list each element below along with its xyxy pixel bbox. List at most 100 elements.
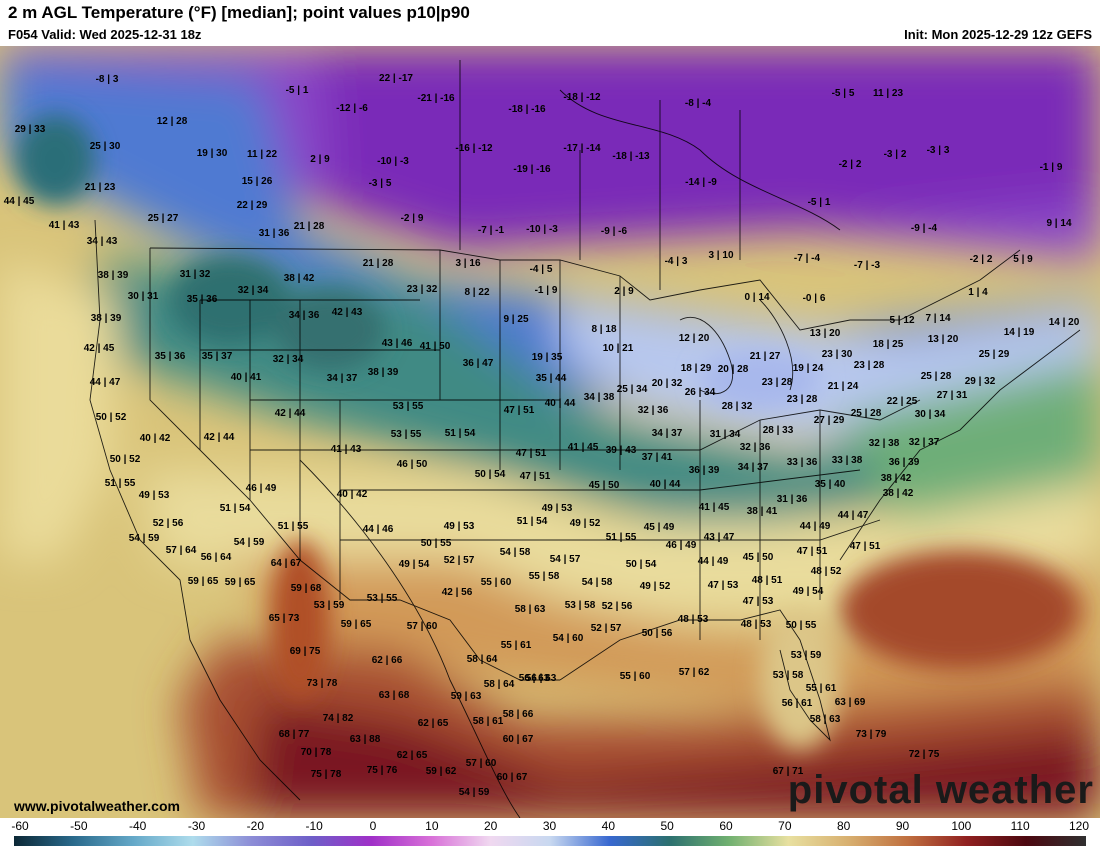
point-value-label: 49 | 52 [570, 518, 601, 529]
point-value-label: 38 | 39 [368, 367, 399, 378]
point-value-label: 33 | 38 [832, 455, 863, 466]
point-value-label: 12 | 20 [679, 333, 710, 344]
point-value-label: 49 | 54 [793, 586, 824, 597]
point-value-label: 31 | 32 [180, 269, 211, 280]
point-value-label: -0 | 6 [803, 293, 826, 304]
colorbar-tick-label: -20 [246, 819, 264, 833]
point-value-label: 28 | 33 [763, 425, 794, 436]
point-value-label: -14 | -9 [685, 177, 717, 188]
point-value-label: 58 | 64 [484, 679, 515, 690]
point-value-label: 13 | 20 [810, 328, 841, 339]
point-value-label: 47 | 51 [520, 471, 551, 482]
point-value-label: 21 | 23 [85, 182, 116, 193]
point-value-label: 44 | 49 [698, 556, 729, 567]
point-value-label: -21 | -16 [417, 93, 455, 104]
point-value-label: 52 | 56 [153, 518, 184, 529]
point-value-label: 51 | 54 [445, 428, 476, 439]
point-value-label: 21 | 24 [828, 381, 859, 392]
colorbar-tick-label: 40 [601, 819, 616, 833]
point-value-label: 57 | 60 [466, 758, 497, 769]
point-value-label: 41 | 45 [699, 502, 730, 513]
point-value-label: 57 | 62 [679, 667, 710, 678]
point-value-label: 51 | 54 [220, 503, 251, 514]
point-value-label: 40 | 42 [140, 433, 171, 444]
point-value-label: 69 | 75 [290, 646, 321, 657]
point-value-label: 27 | 31 [937, 390, 968, 401]
point-value-label: 0 | 14 [744, 292, 769, 303]
colorbar-strip [14, 836, 1086, 846]
temperature-map[interactable]: -8 | 3 -5 | 1 22 | -17 -21 | -16 -12 | -6 -18… [0, 46, 1100, 818]
point-value-label: 25 | 29 [979, 349, 1010, 360]
colorbar-tick-label: 10 [425, 819, 439, 833]
point-value-label: 44 | 46 [363, 524, 394, 535]
point-value-label: 34 | 37 [738, 462, 769, 473]
point-value-label: 52 | 57 [591, 623, 622, 634]
point-value-label: 47 | 53 [708, 580, 739, 591]
point-value-label: 32 | 37 [909, 437, 940, 448]
point-value-label: 31 | 36 [259, 228, 290, 239]
point-value-label: -8 | -4 [685, 98, 712, 109]
point-value-label: 22 | 25 [887, 396, 918, 407]
point-value-label: 30 | 34 [915, 409, 946, 420]
point-value-label: 57 | 64 [166, 545, 197, 556]
point-value-label: 54 | 60 [553, 633, 584, 644]
point-value-label: 42 | 45 [84, 343, 115, 354]
point-value-label: 40 | 44 [650, 479, 681, 490]
point-value-label: 40 | 41 [231, 372, 262, 383]
point-value-label: 32 | 38 [869, 438, 900, 449]
point-value-label: 50 | 52 [96, 412, 127, 423]
point-value-label: 22 | 29 [237, 200, 268, 211]
point-value-label: -12 | -6 [336, 103, 368, 114]
point-value-label: 60 | 67 [497, 772, 528, 783]
point-value-label: 46 | 49 [246, 483, 277, 494]
borders [89, 60, 1081, 818]
point-value-label: -7 | -3 [854, 260, 881, 271]
point-value-label: 49 | 53 [139, 490, 170, 501]
point-value-label: -4 | 5 [530, 264, 553, 275]
point-value-label: 18 | 25 [873, 339, 904, 350]
website-url[interactable]: www.pivotalweather.com [14, 798, 180, 814]
point-value-label: -9 | -4 [911, 223, 938, 234]
point-value-label: 14 | 19 [1004, 327, 1035, 338]
point-value-label: 57 | 60 [407, 621, 438, 632]
point-value-label: 58 | 61 [473, 716, 504, 727]
point-value-label: 34 | 37 [652, 428, 683, 439]
point-value-label: 54 | 59 [129, 533, 160, 544]
point-value-label: 41 | 45 [568, 442, 599, 453]
point-value-label: 41 | 43 [49, 220, 80, 231]
point-value-label: -1 | 9 [1040, 162, 1063, 173]
point-value-label: 53 | 55 [393, 401, 424, 412]
point-value-label: 5 | 12 [889, 315, 914, 326]
point-value-label: 39 | 43 [606, 445, 637, 456]
colorbar-tick-label: 80 [836, 819, 851, 833]
point-value-label: -2 | 2 [970, 254, 993, 265]
point-value-label: 3 | 10 [708, 250, 733, 261]
point-value-label: 55 | 60 [620, 671, 651, 682]
point-value-label: 48 | 53 [678, 614, 709, 625]
colorbar-tick-label: 110 [1010, 819, 1030, 833]
point-value-label: 45 | 50 [589, 480, 620, 491]
point-value-label: 25 | 28 [851, 408, 882, 419]
brand-logo: pivotal weather [787, 768, 1094, 812]
point-value-label: 29 | 32 [965, 376, 996, 387]
point-value-label: 50 | 55 [786, 620, 817, 631]
point-value-label: 35 | 37 [202, 351, 233, 362]
point-value-label: -1 | 9 [535, 285, 558, 296]
point-value-label: 38 | 39 [98, 270, 129, 281]
point-value-label: 62 | 65 [397, 750, 428, 761]
point-value-label: 42 | 44 [275, 408, 306, 419]
point-value-label: 53 | 58 [773, 670, 804, 681]
point-value-label: 32 | 36 [638, 405, 669, 416]
point-value-label: -5 | 5 [832, 88, 855, 99]
colorbar-tick-label: 60 [719, 819, 733, 833]
point-value-label: 64 | 67 [271, 558, 302, 569]
point-value-label: 73 | 78 [307, 678, 338, 689]
point-value-label: 63 | 88 [350, 734, 381, 745]
point-value-label: 59 | 65 [341, 619, 372, 630]
point-value-label: 50 | 52 [110, 454, 141, 465]
point-value-label: 45 | 50 [743, 552, 774, 563]
colorbar-tick-label: 90 [895, 819, 910, 833]
point-value-label: 54 | 59 [459, 787, 490, 798]
point-value-label: -17 | -14 [563, 143, 601, 154]
point-value-label: 9 | 14 [1046, 218, 1071, 229]
